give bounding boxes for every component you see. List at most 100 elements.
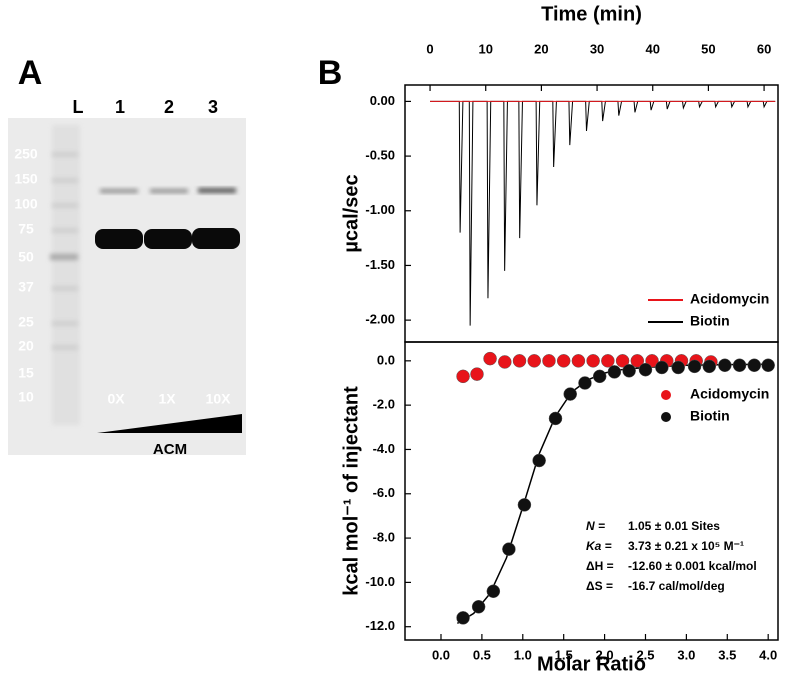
legend-label: Biotin xyxy=(690,313,730,329)
data-point xyxy=(563,387,577,401)
data-point xyxy=(456,611,470,625)
x-tick-label: 3.5 xyxy=(718,647,736,662)
data-point xyxy=(486,584,501,599)
treatment-label: 10X xyxy=(206,391,232,407)
x-axis-title: Molar Ratio xyxy=(537,653,646,675)
data-point xyxy=(718,358,732,373)
y-axis-title: µcal/sec xyxy=(340,174,362,252)
legend-swatch xyxy=(661,390,671,400)
data-point xyxy=(702,359,717,374)
data-point xyxy=(747,358,762,373)
y-tick-label: -10.0 xyxy=(365,574,395,589)
data-point xyxy=(630,354,645,368)
data-point xyxy=(512,354,527,368)
marker-size: 100 xyxy=(14,196,38,212)
data-point xyxy=(671,360,685,375)
marker-size: 150 xyxy=(14,171,38,187)
marker-size: 15 xyxy=(18,365,34,381)
annotation-label: ΔH = xyxy=(586,559,614,573)
annotation-text: 1.05 ± 0.01 Sites xyxy=(628,519,720,533)
data-point xyxy=(471,600,486,614)
data-point xyxy=(571,354,586,368)
data-point xyxy=(761,358,775,373)
y-tick-label: -2.0 xyxy=(373,397,395,412)
marker-size: 50 xyxy=(18,249,34,265)
data-point xyxy=(638,362,653,377)
data-point xyxy=(502,542,516,556)
x-tick-label: 0.5 xyxy=(473,647,491,662)
legend-label: Acidomycin xyxy=(690,386,769,402)
data-point xyxy=(527,354,541,368)
data-point xyxy=(470,367,484,381)
legend-label: Biotin xyxy=(690,408,730,424)
y-tick-label: -1.50 xyxy=(365,257,395,272)
lane-label: 2 xyxy=(164,97,174,117)
data-point xyxy=(548,411,563,426)
x-tick-label: 2.0 xyxy=(596,647,614,662)
annotation-text: -16.7 cal/mol/deg xyxy=(628,579,725,593)
data-point xyxy=(556,354,571,368)
lane-label: 3 xyxy=(208,97,218,117)
x-tick-label: 40 xyxy=(646,41,660,56)
data-point xyxy=(498,355,512,369)
y-tick-label: -0.50 xyxy=(365,148,395,163)
x-tick-label: 1.0 xyxy=(514,647,532,662)
y-axis-title: kcal mol⁻¹ of injectant xyxy=(340,386,362,596)
x-tick-label: 3.0 xyxy=(677,647,695,662)
annotation-text: -12.60 ± 0.001 kcal/mol xyxy=(628,559,757,573)
legend-swatch xyxy=(661,412,671,422)
data-point xyxy=(622,364,636,378)
y-tick-label: -6.0 xyxy=(373,485,395,500)
data-point xyxy=(483,351,497,366)
data-point xyxy=(517,498,532,512)
y-tick-label: -12.0 xyxy=(365,618,395,633)
x-tick-label: 20 xyxy=(534,41,548,56)
treatment-label: 0X xyxy=(107,391,125,407)
data-point xyxy=(732,358,747,373)
x-tick-label: 0 xyxy=(426,41,433,56)
data-point xyxy=(586,354,600,368)
data-point xyxy=(456,369,470,384)
x-tick-label: 2.5 xyxy=(636,647,654,662)
treatment-label: 1X xyxy=(158,391,176,407)
x-tick-label: 4.0 xyxy=(759,647,777,662)
marker-size: 75 xyxy=(18,221,34,237)
annotation-text: 3.73 ± 0.21 x 10⁵ M⁻¹ xyxy=(628,539,744,553)
y-tick-label: 0.00 xyxy=(370,93,395,108)
marker-size: 37 xyxy=(18,279,34,295)
x-tick-label: 30 xyxy=(590,41,604,56)
data-point xyxy=(615,354,630,368)
marker-size: 25 xyxy=(18,314,34,330)
x-tick-label: 0.0 xyxy=(432,647,450,662)
y-tick-label: -8.0 xyxy=(373,530,395,545)
data-point xyxy=(592,369,607,384)
lane-label: L xyxy=(73,97,84,117)
gel-image xyxy=(8,118,246,455)
x-tick-label: 60 xyxy=(757,41,771,56)
plot-frame xyxy=(404,341,779,641)
x-axis-title: Time (min) xyxy=(541,3,642,25)
data-point xyxy=(607,365,622,379)
legend-label: Acidomycin xyxy=(690,291,769,307)
x-tick-label: 10 xyxy=(478,41,492,56)
y-tick-label: -4.0 xyxy=(373,441,395,456)
marker-size: 250 xyxy=(14,146,38,162)
annotation-label: ΔS = xyxy=(586,579,613,593)
marker-size: 10 xyxy=(18,389,34,405)
lane-label: 1 xyxy=(115,97,125,117)
data-point xyxy=(542,354,556,368)
data-point xyxy=(687,359,702,374)
compound-label: ACM xyxy=(153,441,187,458)
annotation-label: N = xyxy=(586,519,605,533)
panel-letter: B xyxy=(318,54,343,92)
y-tick-label: -1.00 xyxy=(365,202,395,217)
y-tick-label: 0.0 xyxy=(377,352,395,367)
data-point xyxy=(601,354,615,368)
data-point xyxy=(655,360,669,375)
y-tick-label: -2.00 xyxy=(365,312,395,327)
data-point xyxy=(578,376,592,390)
marker-size: 20 xyxy=(18,338,34,354)
panel-letter: A xyxy=(18,54,43,92)
x-tick-label: 1.5 xyxy=(555,647,573,662)
